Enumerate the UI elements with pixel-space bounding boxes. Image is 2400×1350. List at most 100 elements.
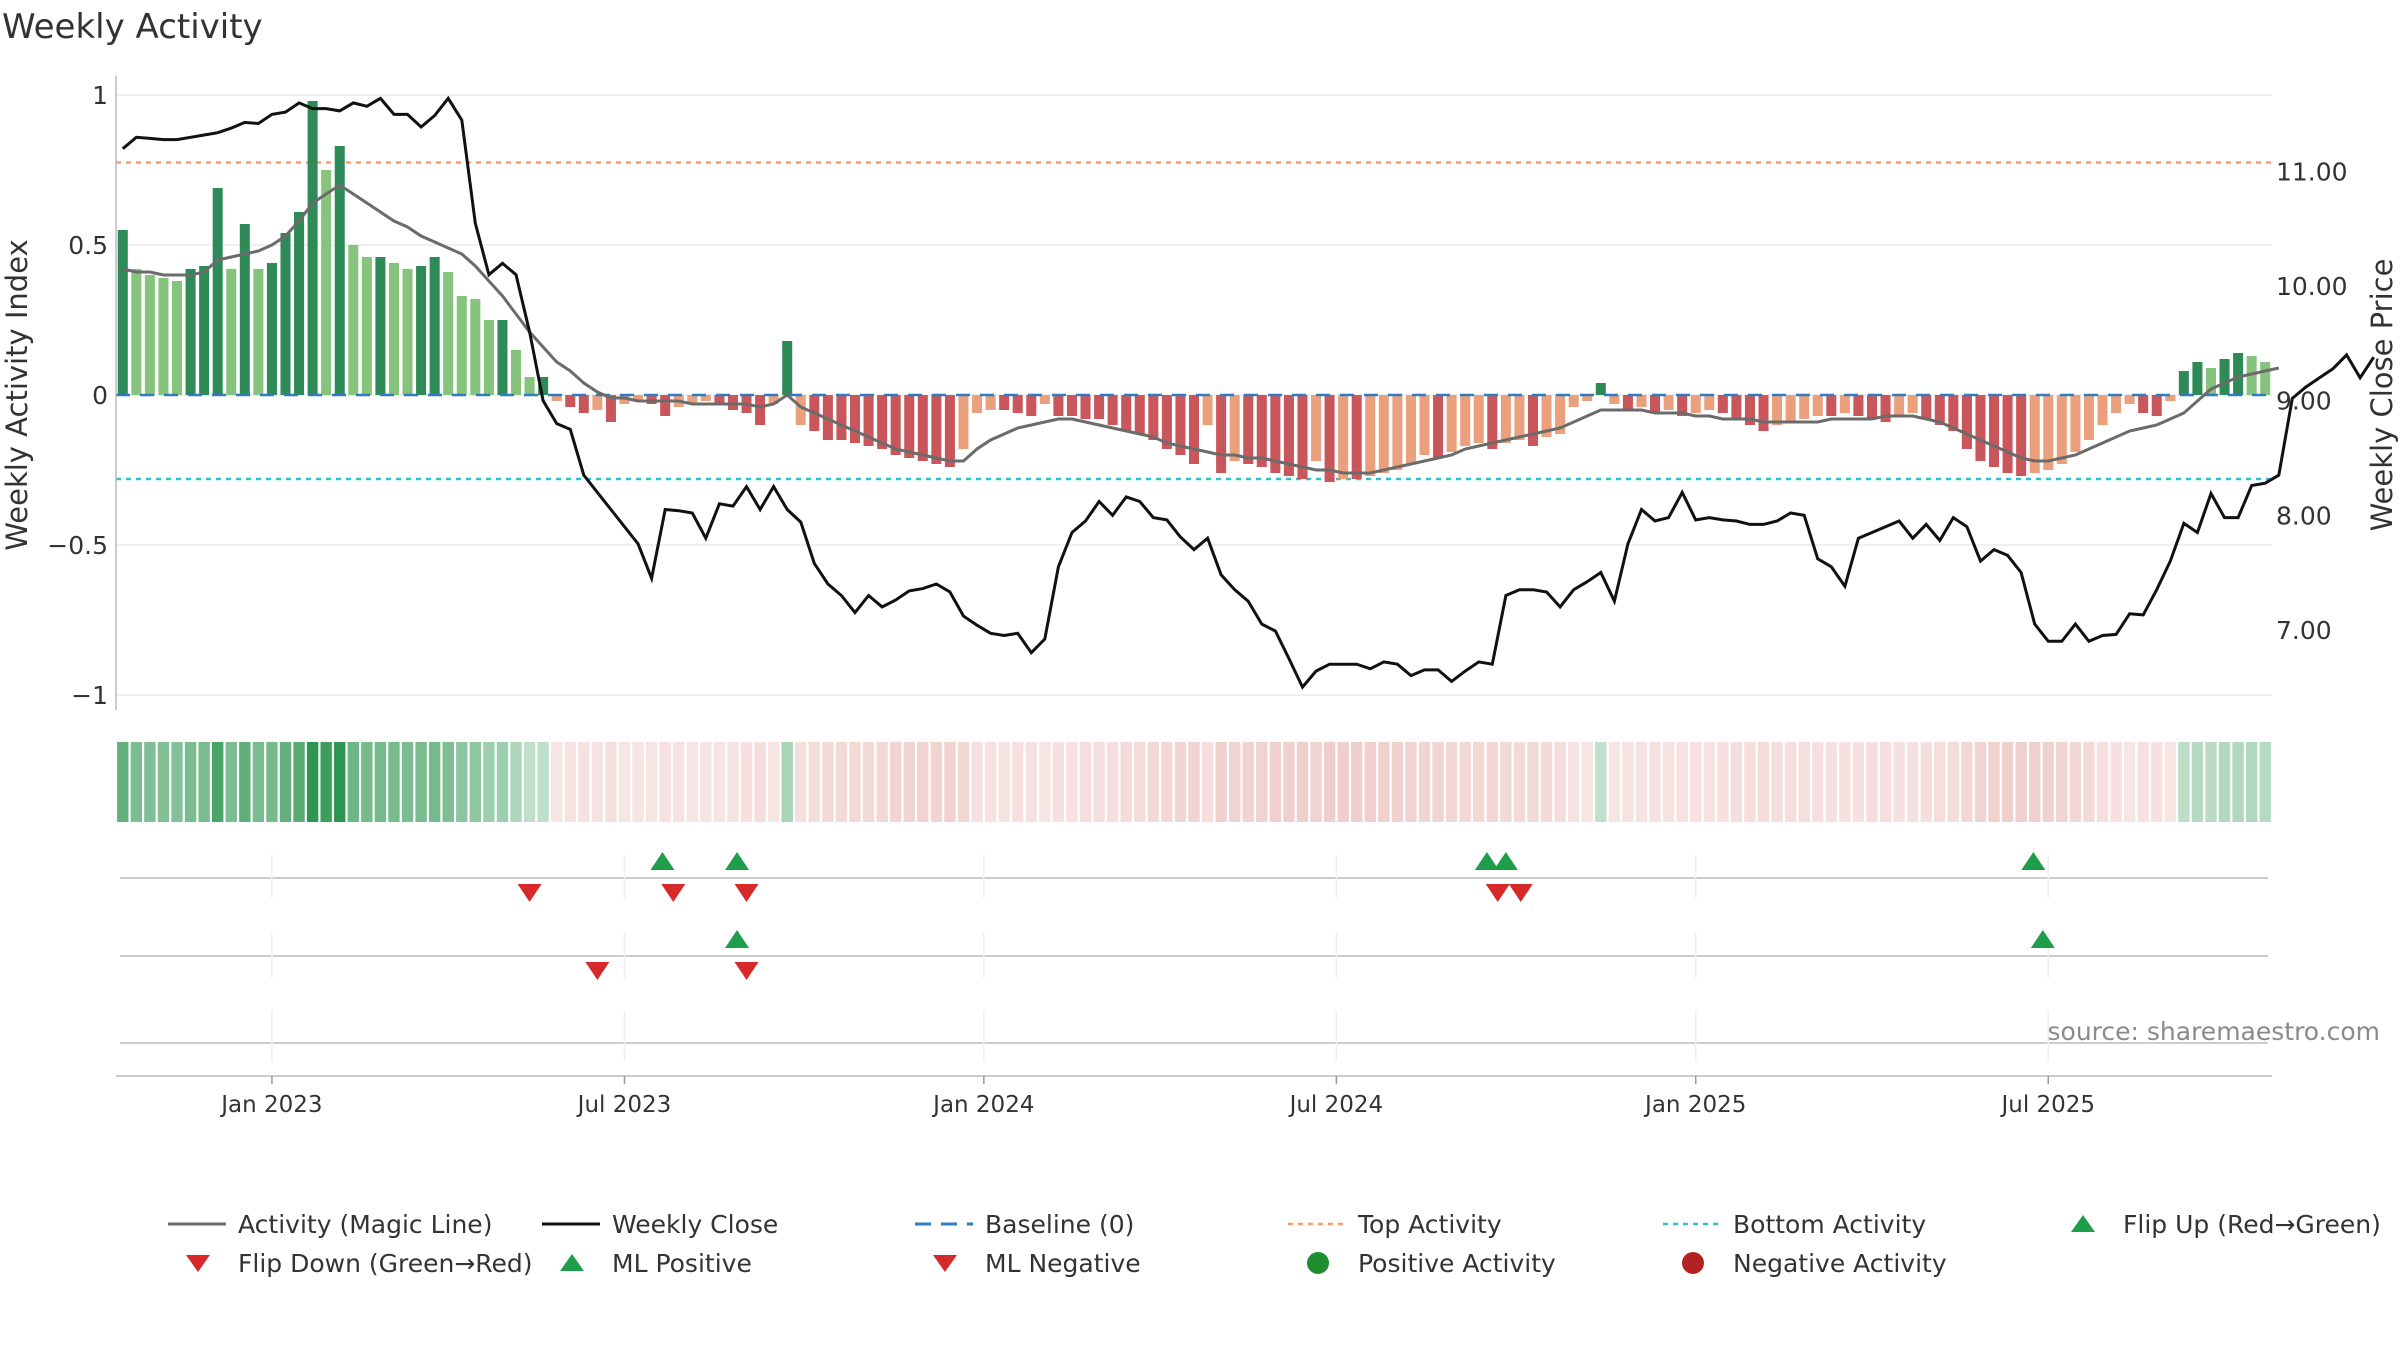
activity-bar [931, 395, 942, 464]
activity-bar [1961, 395, 1972, 449]
heat-strip-cell [306, 742, 319, 822]
activity-bar [1690, 395, 1701, 413]
heat-strip-cell [1337, 742, 1349, 822]
heat-strip-cell [1025, 742, 1037, 822]
ml-negative-marker [585, 962, 610, 980]
activity-bar [836, 395, 847, 440]
activity-bar [321, 170, 332, 395]
flip-down-marker [661, 884, 686, 902]
flip-up-marker [1474, 852, 1499, 870]
x-tick-label: Jan 2024 [931, 1092, 1034, 1118]
activity-bar [1826, 395, 1837, 416]
axes: 1 0.5 0 −0.5 −1 11.00 10.00 9.00 8.00 7.00 [47, 76, 2348, 710]
heat-strip-cell [971, 742, 983, 822]
heat-strip-cell [456, 742, 468, 822]
heat-strip-cell [1662, 742, 1675, 822]
heat-strip-cell [1391, 742, 1404, 822]
activity-bar [348, 245, 359, 395]
x-tick-label: Jul 2023 [576, 1092, 672, 1118]
heat-strip-cell [1269, 742, 1282, 822]
activity-bar [2002, 395, 2013, 473]
heat-strip-cell [1703, 742, 1715, 822]
activity-bar [1473, 395, 1484, 443]
activity-bar [1880, 395, 1891, 422]
activity-bar [1948, 395, 1959, 431]
activity-bar [660, 395, 671, 416]
heat-strip-cell [645, 742, 658, 822]
activity-bar [1663, 395, 1674, 410]
activity-bar [1622, 395, 1633, 410]
heat-strip-cell [944, 742, 956, 822]
activity-bar [2124, 395, 2135, 404]
heat-strip-cell [198, 742, 210, 822]
activity-bar [2178, 371, 2189, 395]
activity-bar [429, 257, 440, 395]
activity-bar [1704, 395, 1715, 410]
heat-strip-cell [930, 742, 943, 822]
heat-strip-cell [1974, 742, 1987, 822]
activity-bar [1121, 395, 1132, 431]
heat-strip-cell [2191, 742, 2204, 822]
activity-bar [1989, 395, 2000, 467]
activity-bar [1283, 395, 1294, 476]
heat-strip-cell [2178, 742, 2190, 822]
activity-bar [1175, 395, 1186, 455]
heat-strip-cell [2218, 742, 2231, 822]
heat-strip-cell [1364, 742, 1376, 822]
heat-strip-cell [1283, 742, 1295, 822]
activity-bar [2205, 368, 2216, 395]
heat-strip-cell [523, 742, 536, 822]
activity-bar [849, 395, 861, 443]
chart-title: Weekly Activity [2, 7, 263, 47]
activity-bar [605, 395, 616, 422]
heat-strip-cell [1500, 742, 1512, 822]
heat-strip-cell [876, 742, 888, 822]
activity-bar [1934, 395, 1945, 425]
ml-negative-marker [734, 962, 759, 980]
flip-down-marker [1485, 884, 1510, 902]
activity-bar [877, 395, 888, 449]
heat-strip-cell [184, 742, 197, 822]
heat-strip-cell [374, 742, 387, 822]
heat-strip-cell [171, 742, 183, 822]
activity-bar [402, 269, 413, 395]
heat-strip-cell [550, 742, 563, 822]
heat-strip-cell [1310, 742, 1322, 822]
heat-strip-cell [862, 742, 875, 822]
activity-bar [226, 269, 237, 395]
heat-strip-cell [266, 742, 278, 822]
heat-strip-cell [361, 742, 373, 822]
heat-strip-cell [1473, 742, 1485, 822]
heat-strip-cell [1161, 742, 1173, 822]
heat-strip-cell [1988, 742, 2000, 822]
heat-strip-cell [1527, 742, 1539, 822]
activity-bar [1365, 395, 1376, 476]
activity-bar [1799, 395, 1810, 419]
activity-bar [388, 263, 399, 395]
heat-strip-cell [293, 742, 305, 822]
heat-strip-cell [212, 742, 224, 822]
activity-bar [1785, 395, 1796, 422]
heat-strip-cell [130, 742, 143, 822]
heat-strip-cell [795, 742, 807, 822]
activity-bar [172, 281, 183, 395]
activity-bar [1514, 395, 1525, 440]
legend-label: Flip Up (Red→Green) [2123, 1210, 2381, 1239]
heat-strip-cell [578, 742, 590, 822]
heat-strip-cell [1839, 742, 1851, 822]
activity-bar [294, 212, 305, 395]
heat-strip-cell [2137, 742, 2149, 822]
heat-strip-cell [442, 742, 454, 822]
heat-strip-cell [1812, 742, 1824, 822]
heat-strip-cell [1256, 742, 1268, 822]
heat-strip-cell [2151, 742, 2163, 822]
activity-bar [2097, 395, 2108, 425]
activity-bar [1324, 395, 1335, 482]
x-tick-label: Jul 2024 [1288, 1092, 1384, 1118]
activity-bar [1378, 395, 1389, 473]
activity-bar [2056, 395, 2067, 464]
heat-strip-cell [1676, 742, 1688, 822]
heat-strip-cell [469, 742, 482, 822]
activity-bar [1148, 395, 1159, 440]
heat-strip-cell [903, 742, 915, 822]
